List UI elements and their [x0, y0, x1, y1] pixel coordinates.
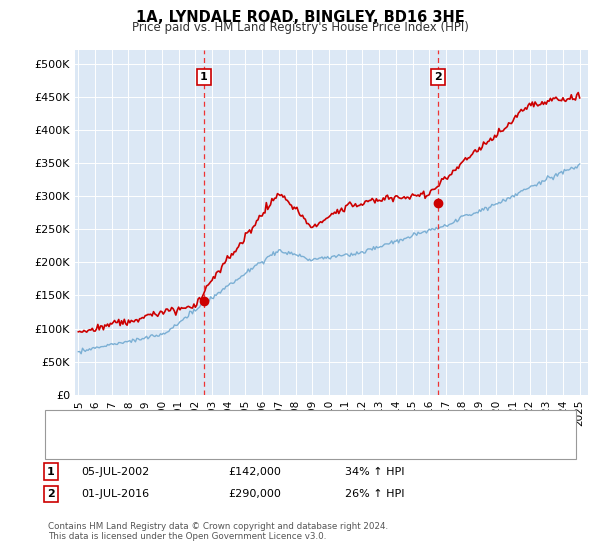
Text: 34% ↑ HPI: 34% ↑ HPI [345, 466, 404, 477]
Text: 26% ↑ HPI: 26% ↑ HPI [345, 489, 404, 499]
Text: 1: 1 [200, 72, 208, 82]
Text: £142,000: £142,000 [228, 466, 281, 477]
Text: 05-JUL-2002: 05-JUL-2002 [81, 466, 149, 477]
Text: 01-JUL-2016: 01-JUL-2016 [81, 489, 149, 499]
Text: Price paid vs. HM Land Registry's House Price Index (HPI): Price paid vs. HM Land Registry's House … [131, 21, 469, 34]
Text: 1A, LYNDALE ROAD, BINGLEY, BD16 3HE: 1A, LYNDALE ROAD, BINGLEY, BD16 3HE [136, 10, 464, 25]
Text: 2: 2 [434, 72, 442, 82]
Text: £290,000: £290,000 [228, 489, 281, 499]
Text: HPI: Average price, detached house, Bradford: HPI: Average price, detached house, Brad… [114, 440, 364, 450]
Text: 1A, LYNDALE ROAD, BINGLEY, BD16 3HE (detached house): 1A, LYNDALE ROAD, BINGLEY, BD16 3HE (det… [114, 419, 434, 430]
Text: ——: —— [66, 437, 97, 452]
Text: Contains HM Land Registry data © Crown copyright and database right 2024.
This d: Contains HM Land Registry data © Crown c… [48, 522, 388, 542]
Text: 1: 1 [47, 466, 55, 477]
Text: 2: 2 [47, 489, 55, 499]
Text: ——: —— [66, 417, 97, 432]
